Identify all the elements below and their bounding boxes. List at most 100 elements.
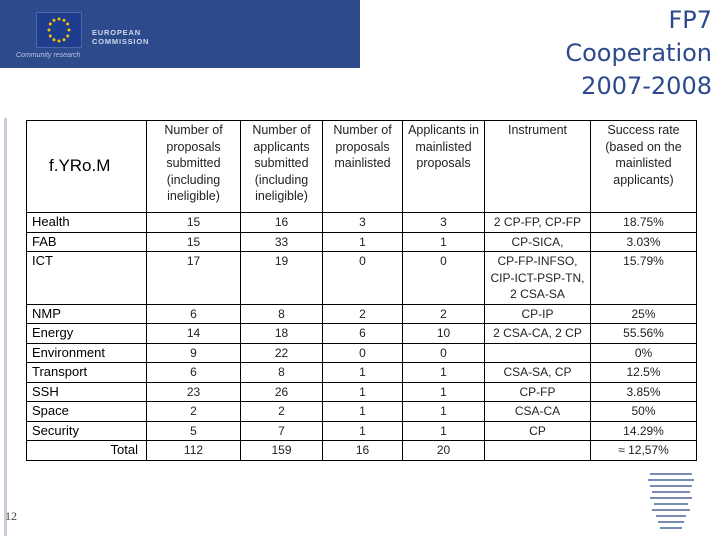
table-cell: CP-FP-INFSO, CIP-ICT-PSP-TN, 2 CSA-SA <box>484 251 591 305</box>
table-cell: 0% <box>590 342 697 363</box>
table-row: FAB 15 33 1 1 CP-SICA, 3.03% <box>26 231 697 252</box>
total-cell <box>484 440 591 461</box>
row-label: Environment <box>26 342 147 363</box>
table-cell: CSA-CA <box>484 401 591 422</box>
table-cell: 55.56% <box>590 323 697 344</box>
total-cell: 112 <box>146 440 241 461</box>
row-label: NMP <box>26 303 147 324</box>
table-body: Health 15 16 3 3 2 CP-FP, CP-FP 18.75% FAB 15 33 1… <box>26 212 697 461</box>
table-cell: 2 <box>402 303 485 324</box>
table-cell: 22 <box>240 342 323 363</box>
table-cell: 1 <box>322 401 403 422</box>
table-cell: 1 <box>402 420 485 441</box>
table-cell: 2 <box>240 401 323 422</box>
total-cell: 20 <box>402 440 485 461</box>
table-cell <box>484 342 591 363</box>
table-cell: 3.03% <box>590 231 697 252</box>
row-label: Security <box>26 420 147 441</box>
page-number: 12 <box>5 509 17 523</box>
table-cell: 23 <box>146 381 241 402</box>
table-cell: 3 <box>402 212 485 233</box>
slide-title: FP7 Cooperation 2007-2008 <box>565 4 712 103</box>
table-cell: 14 <box>146 323 241 344</box>
table-header-row: f.YRo.M Number of proposals submitted (i… <box>26 120 697 213</box>
table-cell: 0 <box>402 251 485 305</box>
results-table: f.YRo.M Number of proposals submitted (i… <box>26 120 697 461</box>
table-cell: 0 <box>402 342 485 363</box>
column-header: Number of applicants submitted (includin… <box>240 120 323 213</box>
total-cell: 16 <box>322 440 403 461</box>
table-cell: 0 <box>322 342 403 363</box>
table-cell: CP-FP <box>484 381 591 402</box>
table-cell: 1 <box>402 362 485 383</box>
title-line-3: 2007-2008 <box>581 72 712 100</box>
table-cell: 9 <box>146 342 241 363</box>
table-cell: 1 <box>322 362 403 383</box>
table-cell: 15 <box>146 231 241 252</box>
title-line-2: Cooperation <box>565 39 712 67</box>
ec-logo-band: EUROPEAN COMMISSION Community research <box>0 0 360 68</box>
table-cell: 3.85% <box>590 381 697 402</box>
table-cell: 1 <box>322 420 403 441</box>
total-cell: 159 <box>240 440 323 461</box>
table-cell: 8 <box>240 362 323 383</box>
table-cell: 1 <box>322 381 403 402</box>
total-cell: ≈ 12,57% <box>590 440 697 461</box>
table-row: Space 2 2 1 1 CSA-CA 50% <box>26 401 697 422</box>
table-cell: 2 CSA-CA, 2 CP <box>484 323 591 344</box>
row-label: Health <box>26 212 147 233</box>
table-row: NMP 6 8 2 2 CP-IP 25% <box>26 303 697 324</box>
table-cell: 10 <box>402 323 485 344</box>
table-cell: 25% <box>590 303 697 324</box>
table-cell: 12.5% <box>590 362 697 383</box>
table-cell: 8 <box>240 303 323 324</box>
table-cell: 50% <box>590 401 697 422</box>
table-cell: CSA-SA, CP <box>484 362 591 383</box>
row-label: ICT <box>26 251 147 305</box>
table-cell: 1 <box>402 401 485 422</box>
logo-line-1: EUROPEAN <box>92 28 141 37</box>
logo-subtitle: Community research <box>16 52 81 59</box>
logo-line-2: COMMISSION <box>92 37 150 46</box>
column-header: Number of proposals mainlisted <box>322 120 403 213</box>
table-cell: CP <box>484 420 591 441</box>
table-row: Energy 14 18 6 10 2 CSA-CA, 2 CP 55.56% <box>26 323 697 344</box>
row-label: Energy <box>26 323 147 344</box>
table-cell: 16 <box>240 212 323 233</box>
table-cell: 3 <box>322 212 403 233</box>
column-header: Number of proposals submitted (including… <box>146 120 241 213</box>
table-cell: 1 <box>402 231 485 252</box>
row-label: FAB <box>26 231 147 252</box>
table-cell: 5 <box>146 420 241 441</box>
table-cell: 14.29% <box>590 420 697 441</box>
table-cell: 2 <box>146 401 241 422</box>
row-label: SSH <box>26 381 147 402</box>
table-cell: 6 <box>146 303 241 324</box>
table-cell: 6 <box>146 362 241 383</box>
fp7-emblem-icon <box>642 462 700 536</box>
table-corner-label: f.YRo.M <box>26 120 147 213</box>
table-row: SSH 23 26 1 1 CP-FP 3.85% <box>26 381 697 402</box>
table-row: ICT 17 19 0 0 CP-FP-INFSO, CIP-ICT-PSP-TN, 2 … <box>26 251 697 305</box>
table-cell: 17 <box>146 251 241 305</box>
table-cell: 2 <box>322 303 403 324</box>
table-cell: CP-IP <box>484 303 591 324</box>
table-cell: 15.79% <box>590 251 697 305</box>
table-row: Transport 6 8 1 1 CSA-SA, CP 12.5% <box>26 362 697 383</box>
table-cell: 2 CP-FP, CP-FP <box>484 212 591 233</box>
table-cell: 19 <box>240 251 323 305</box>
table-cell: 18 <box>240 323 323 344</box>
ec-logo-text: EUROPEAN COMMISSION <box>92 28 149 46</box>
row-label: Space <box>26 401 147 422</box>
table-cell: 6 <box>322 323 403 344</box>
column-header: Success rate (based on the mainlisted ap… <box>590 120 697 213</box>
table-cell: 1 <box>322 231 403 252</box>
column-header: Applicants in mainlisted proposals <box>402 120 485 213</box>
table-cell: 15 <box>146 212 241 233</box>
total-label: Total <box>26 440 147 461</box>
table-cell: 7 <box>240 420 323 441</box>
table-total-row: Total 112 159 16 20 ≈ 12,57% <box>26 440 697 461</box>
table-row: Security 5 7 1 1 CP 14.29% <box>26 420 697 441</box>
table-cell: 18.75% <box>590 212 697 233</box>
table-cell: CP-SICA, <box>484 231 591 252</box>
